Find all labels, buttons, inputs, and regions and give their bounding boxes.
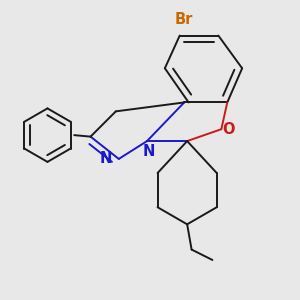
Text: N: N (142, 144, 155, 159)
Text: N: N (99, 152, 112, 166)
Text: O: O (223, 122, 235, 137)
Text: Br: Br (175, 12, 194, 27)
